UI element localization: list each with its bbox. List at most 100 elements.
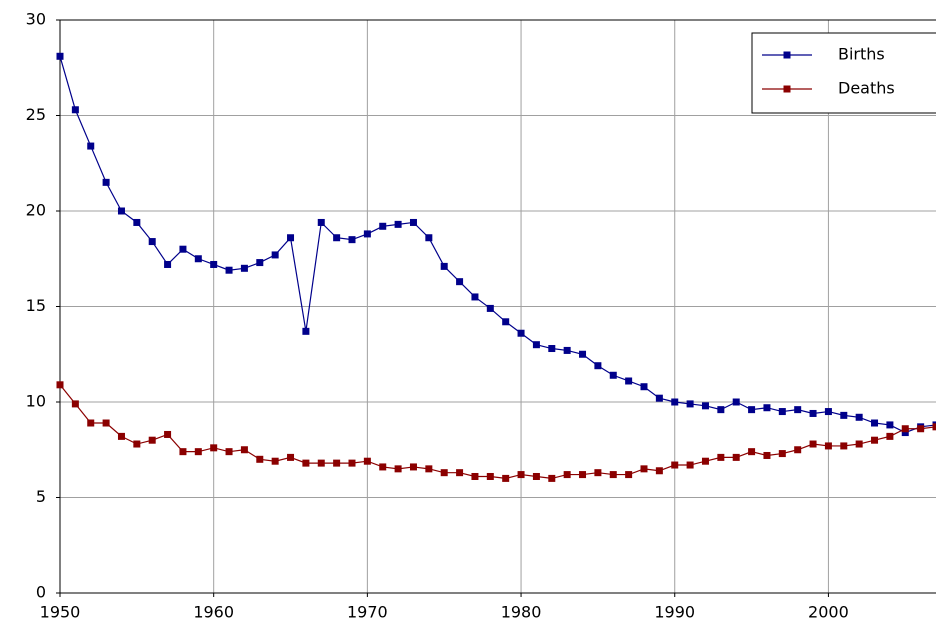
point (917, 425, 925, 433)
point (287, 234, 295, 242)
point (256, 455, 264, 463)
point (517, 329, 525, 337)
point (840, 411, 848, 419)
point (671, 461, 679, 469)
point (625, 377, 633, 385)
point (778, 408, 786, 416)
point (901, 429, 909, 437)
point (363, 230, 371, 238)
point (486, 472, 494, 480)
point (287, 453, 295, 461)
point (409, 463, 417, 471)
point (763, 451, 771, 459)
point (748, 448, 756, 456)
point (56, 381, 64, 389)
point (225, 266, 233, 274)
point (133, 440, 141, 448)
point (717, 406, 725, 414)
point (225, 448, 233, 456)
point (532, 472, 540, 480)
point (348, 236, 356, 244)
point (901, 425, 909, 433)
point (824, 442, 832, 450)
point (456, 278, 464, 286)
point (609, 371, 617, 379)
point (210, 260, 218, 268)
point (148, 238, 156, 246)
point (855, 413, 863, 421)
y-tick-label: 5 (36, 487, 46, 506)
series-line (59, 384, 936, 480)
x-tick-label: 1950 (40, 603, 81, 622)
point (456, 469, 464, 477)
point (794, 406, 802, 414)
point (256, 259, 264, 267)
point (87, 142, 95, 150)
point (625, 471, 633, 479)
point (471, 472, 479, 480)
point (548, 474, 556, 482)
point (240, 264, 248, 272)
point (333, 234, 341, 242)
point (333, 459, 341, 467)
point (794, 446, 802, 454)
point (671, 398, 679, 406)
point (317, 218, 325, 226)
point (701, 457, 709, 465)
y-tick-label: 10 (26, 392, 46, 411)
point (394, 220, 402, 228)
point (471, 293, 479, 301)
point (502, 474, 510, 482)
y-tick-label: 0 (36, 583, 46, 602)
point (579, 471, 587, 479)
point (701, 402, 709, 410)
y-tick-label: 15 (26, 296, 46, 315)
point (871, 436, 879, 444)
point (563, 346, 571, 354)
point (117, 207, 125, 215)
legend-marker (783, 85, 791, 93)
point (824, 408, 832, 416)
point (164, 260, 172, 268)
point (655, 394, 663, 402)
series-line (59, 56, 936, 434)
x-tick-label: 2000 (808, 603, 849, 622)
point (686, 400, 694, 408)
point (409, 218, 417, 226)
x-tick-label: 1990 (654, 603, 695, 622)
point (133, 218, 141, 226)
point (394, 465, 402, 473)
point (117, 432, 125, 440)
point (763, 404, 771, 412)
point (732, 453, 740, 461)
point (532, 341, 540, 349)
legend-label: Births (838, 45, 885, 64)
y-tick-label: 20 (26, 201, 46, 220)
point (809, 409, 817, 417)
point (717, 453, 725, 461)
point (440, 469, 448, 477)
point (502, 318, 510, 326)
point (271, 457, 279, 465)
point (379, 222, 387, 230)
point (886, 432, 894, 440)
point (778, 450, 786, 458)
point (871, 419, 879, 427)
point (640, 383, 648, 391)
point (579, 350, 587, 358)
point (686, 461, 694, 469)
point (594, 362, 602, 370)
point (194, 255, 202, 263)
x-tick-label: 1980 (501, 603, 542, 622)
point (425, 465, 433, 473)
point (840, 442, 848, 450)
point (56, 52, 64, 60)
y-tick-label: 30 (26, 10, 46, 29)
point (855, 440, 863, 448)
point (302, 327, 310, 335)
point (809, 440, 817, 448)
point (240, 446, 248, 454)
point (194, 448, 202, 456)
point (87, 419, 95, 427)
